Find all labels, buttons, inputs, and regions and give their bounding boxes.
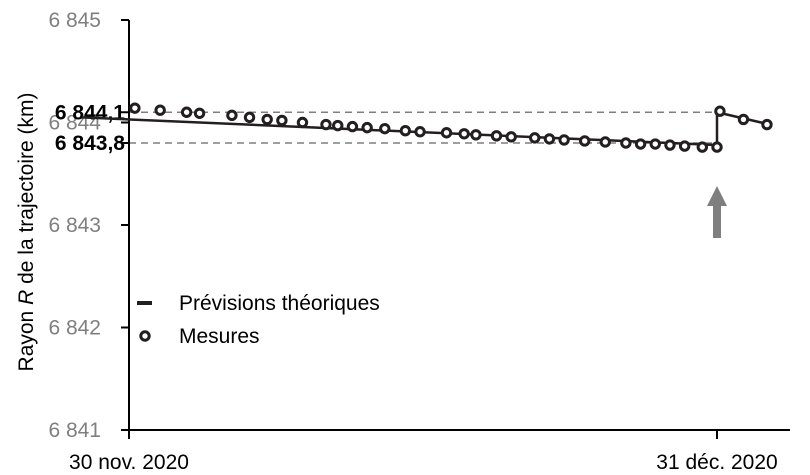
measurement-point bbox=[558, 134, 570, 146]
measurement-point bbox=[470, 129, 482, 141]
measurement-point bbox=[193, 107, 206, 119]
measurement-point bbox=[414, 126, 426, 138]
y-axis-label: Rayon R de la trajectoire (km) bbox=[15, 93, 38, 372]
series-markers bbox=[129, 102, 773, 153]
y-label-prefix: Rayon bbox=[15, 305, 38, 372]
x-tick-label: 30 nov. 2020 bbox=[69, 451, 189, 474]
measurement-point bbox=[634, 138, 647, 150]
y-tick-label: 6 841 bbox=[48, 419, 101, 442]
measurement-point bbox=[399, 125, 412, 137]
measurement-point bbox=[490, 130, 503, 142]
x-tick-label: 31 déc. 2020 bbox=[656, 451, 777, 474]
legend: Prévisions théoriques Mesures bbox=[137, 292, 380, 348]
x-ticks: 30 nov. 2020 31 déc. 2020 bbox=[69, 430, 778, 474]
y-tick-label: 6 845 bbox=[48, 9, 101, 32]
measurement-point bbox=[737, 113, 750, 126]
measurement-point bbox=[379, 122, 391, 135]
measurement-point bbox=[714, 105, 726, 117]
measurement-point bbox=[261, 113, 273, 126]
measurement-point bbox=[332, 119, 344, 132]
measurement-point bbox=[664, 139, 676, 151]
measurement-point bbox=[296, 116, 309, 129]
measurement-point bbox=[761, 118, 773, 131]
reference-label: 6 844,1 bbox=[55, 101, 125, 124]
y-tick-label: 6 843 bbox=[48, 214, 101, 237]
measurement-point bbox=[180, 106, 193, 118]
measurement-point bbox=[505, 131, 517, 143]
measurement-point bbox=[361, 121, 373, 134]
measurement-point bbox=[529, 132, 541, 144]
measurement-point bbox=[711, 141, 723, 153]
measurement-point bbox=[320, 118, 332, 131]
legend-label: Mesures bbox=[179, 325, 260, 348]
measurement-point bbox=[678, 140, 691, 152]
measurement-point bbox=[276, 114, 288, 127]
legend-label: Prévisions théoriques bbox=[179, 292, 380, 315]
y-label-suffix: de la trajectoire (km) bbox=[15, 93, 38, 290]
event-arrow-shape bbox=[707, 186, 727, 238]
measurement-point bbox=[129, 102, 141, 114]
event-arrow bbox=[707, 186, 727, 238]
measurement-point bbox=[599, 136, 611, 148]
reference-lines bbox=[121, 111, 717, 144]
measurement-point bbox=[579, 135, 591, 147]
measurement-point bbox=[649, 138, 661, 150]
measurement-point bbox=[543, 133, 556, 145]
measurement-point bbox=[226, 109, 238, 122]
measurement-point bbox=[696, 141, 708, 153]
measurement-point bbox=[243, 111, 256, 124]
measurement-point bbox=[154, 104, 166, 116]
measurement-point bbox=[458, 128, 470, 140]
measurement-point bbox=[440, 127, 453, 139]
measurement-point bbox=[346, 120, 359, 133]
legend-marker-swatch bbox=[139, 330, 151, 342]
y-tick-label: 6 842 bbox=[48, 317, 101, 340]
measurement-point bbox=[620, 137, 632, 149]
reference-label: 6 843,8 bbox=[55, 132, 125, 155]
y-label-variable: R bbox=[15, 290, 38, 305]
